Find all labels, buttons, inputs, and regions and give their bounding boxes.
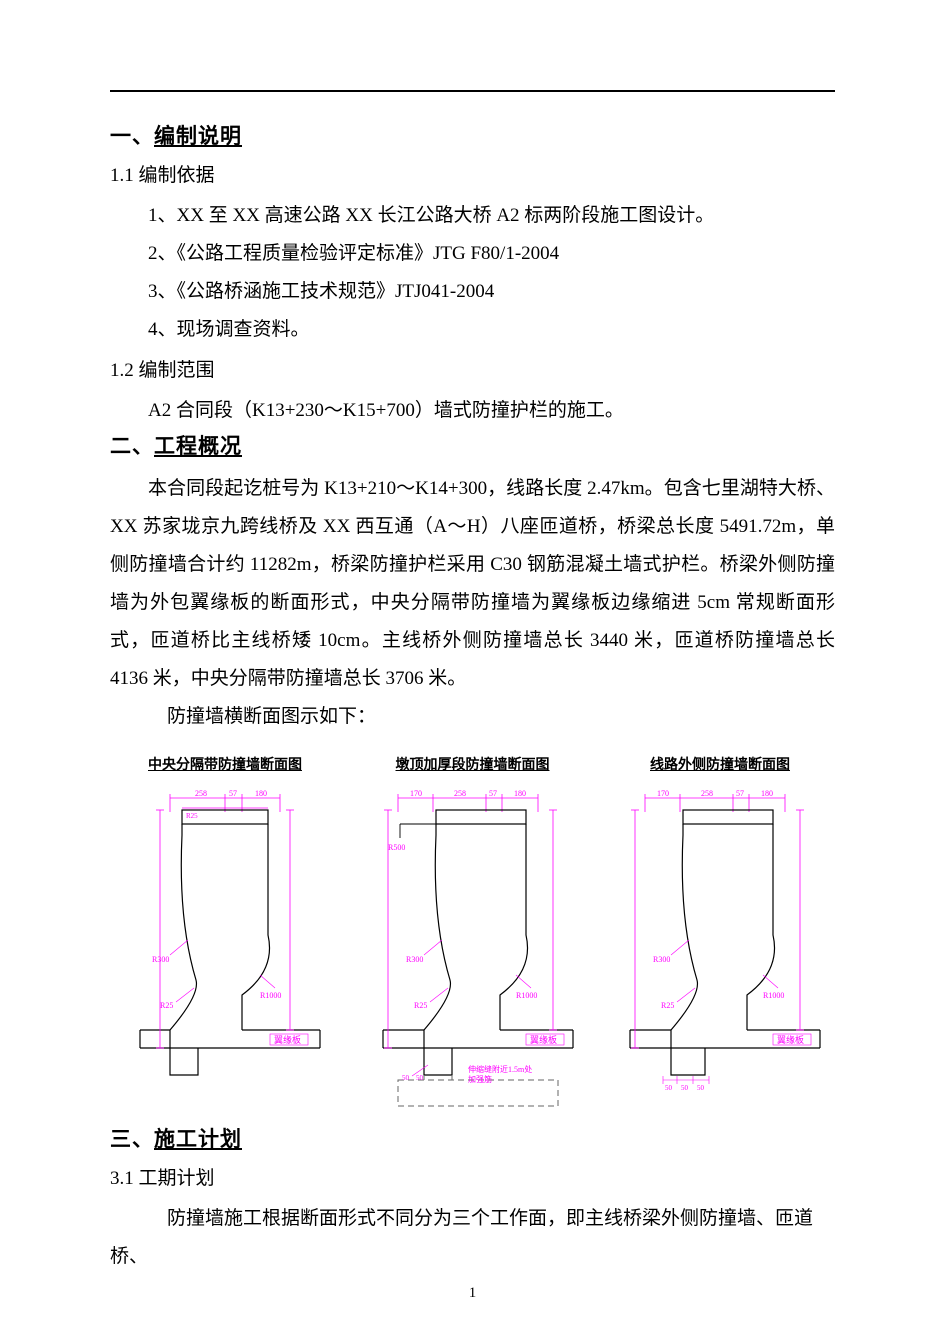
section2-prefix: 二、 bbox=[110, 434, 154, 458]
fig3-bdim-2: 50 bbox=[697, 1084, 705, 1092]
fig1-dim-3: 180 bbox=[255, 789, 267, 798]
figure-3-svg: 170 258 57 180 bbox=[605, 780, 835, 1110]
fig1-r25b: R25 bbox=[160, 1001, 173, 1010]
fig2-dim-1: 258 bbox=[454, 789, 466, 798]
section1-sub2-body: A2 合同段（K13+230～K15+700）墙式防撞护栏的施工。 bbox=[110, 392, 835, 430]
figure-3: 线路外侧防撞墙断面图 170 258 57 180 bbox=[605, 754, 835, 1115]
fig1-r1000: R1000 bbox=[260, 991, 281, 1000]
fig3-dim-0: 170 bbox=[657, 789, 669, 798]
figure-2: 墩顶加厚段防撞墙断面图 170 258 57 180 bbox=[358, 754, 588, 1115]
fig2-dim-2: 57 bbox=[489, 789, 497, 798]
fig1-dim-1: 258 bbox=[195, 789, 207, 798]
section1-heading: 一、编制说明 bbox=[110, 120, 835, 150]
figure-2-title: 墩顶加厚段防撞墙断面图 bbox=[358, 754, 588, 774]
fig3-bdim-0: 50 bbox=[665, 1084, 673, 1092]
fig3-r25: R25 bbox=[661, 1001, 674, 1010]
fig3-base-label: 翼缘板 bbox=[777, 1034, 804, 1045]
fig3-r300: R300 bbox=[653, 955, 670, 964]
fig2-note2: 加强筋 bbox=[468, 1074, 492, 1084]
section1-prefix: 一、 bbox=[110, 124, 154, 148]
fig3-r1000: R1000 bbox=[763, 991, 784, 1000]
document-page: 一、编制说明 1.1 编制依据 1、XX 至 XX 高速公路 XX 长江公路大桥… bbox=[0, 0, 945, 1316]
fig2-r1000: R1000 bbox=[516, 991, 537, 1000]
figure-1-title: 中央分隔带防撞墙断面图 bbox=[110, 754, 340, 774]
fig3-bdim-1: 50 bbox=[681, 1084, 689, 1092]
section1-sub1: 1.1 编制依据 bbox=[110, 160, 835, 187]
fig2-r25: R25 bbox=[414, 1001, 427, 1010]
section1-item-2: 2、《公路工程质量检验评定标准》JTG F80/1-2004 bbox=[110, 235, 835, 273]
section3-sub1: 3.1 工期计划 bbox=[110, 1163, 835, 1190]
fig2-r500: R500 bbox=[388, 843, 405, 852]
fig1-r25: R25 bbox=[186, 812, 198, 820]
fig1-base-label: 翼缘板 bbox=[274, 1034, 301, 1045]
section3-prefix: 三、 bbox=[110, 1127, 154, 1151]
section1-title: 编制说明 bbox=[154, 124, 242, 148]
section1-item-4: 4、现场调查资料。 bbox=[110, 311, 835, 349]
figure-intro: 防撞墙横断面图示如下： bbox=[110, 698, 835, 736]
fig3-dim-1: 258 bbox=[701, 789, 713, 798]
fig2-note1: 伸缩缝附近1.5m处 bbox=[468, 1064, 532, 1074]
section1-item-3: 3、《公路桥涵施工技术规范》JTJ041-2004 bbox=[110, 273, 835, 311]
figures-row: 中央分隔带防撞墙断面图 258 57 180 R25 bbox=[110, 754, 835, 1115]
fig3-dim-2: 57 bbox=[736, 789, 744, 798]
section1-item-1: 1、XX 至 XX 高速公路 XX 长江公路大桥 A2 标两阶段施工图设计。 bbox=[110, 197, 835, 235]
figure-1-svg: 258 57 180 R25 bbox=[110, 780, 340, 1110]
section3-paragraph: 防撞墙施工根据断面形式不同分为三个工作面，即主线桥梁外侧防撞墙、匝道桥、 bbox=[110, 1200, 835, 1276]
fig2-bdim-0: 50 bbox=[402, 1074, 410, 1082]
fig2-dim-0: 170 bbox=[410, 789, 422, 798]
fig2-dim-3: 180 bbox=[514, 789, 526, 798]
figure-1: 中央分隔带防撞墙断面图 258 57 180 R25 bbox=[110, 754, 340, 1115]
section2-title: 工程概况 bbox=[154, 434, 242, 458]
fig1-r300: R300 bbox=[152, 955, 169, 964]
figure-3-title: 线路外侧防撞墙断面图 bbox=[605, 754, 835, 774]
fig2-r300: R300 bbox=[406, 955, 423, 964]
fig2-base-label: 翼缘板 bbox=[530, 1034, 557, 1045]
fig3-dim-3: 180 bbox=[761, 789, 773, 798]
figure-2-svg: 170 258 57 180 bbox=[358, 780, 588, 1110]
section2-heading: 二、工程概况 bbox=[110, 430, 835, 460]
section2-paragraph: 本合同段起讫桩号为 K13+210～K14+300，线路长度 2.47km。包含… bbox=[110, 470, 835, 698]
page-number: 1 bbox=[0, 1285, 945, 1302]
section3-title: 施工计划 bbox=[154, 1127, 242, 1151]
fig2-bdim-1: 50 bbox=[416, 1074, 424, 1082]
section1-sub2: 1.2 编制范围 bbox=[110, 355, 835, 382]
top-divider bbox=[110, 90, 835, 92]
fig1-dim-2: 57 bbox=[229, 789, 237, 798]
section3-heading: 三、施工计划 bbox=[110, 1123, 835, 1153]
